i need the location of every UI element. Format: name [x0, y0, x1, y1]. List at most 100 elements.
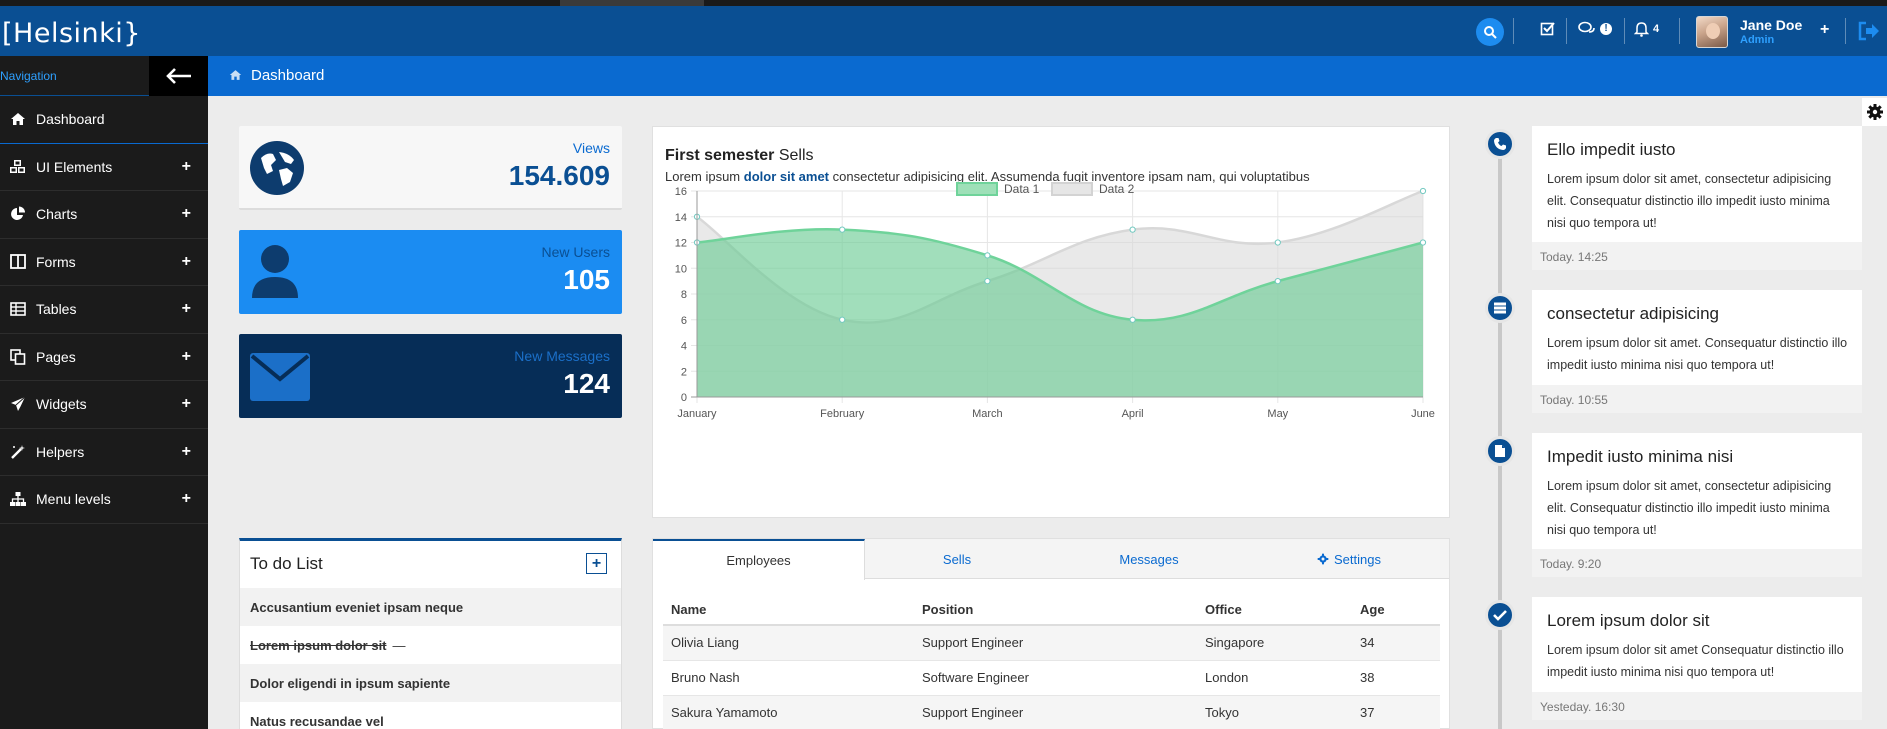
expand-icon[interactable]: +: [181, 157, 191, 175]
sidebar-item-label: Helpers: [36, 443, 85, 460]
search-icon[interactable]: [1476, 18, 1504, 46]
column-header[interactable]: Office: [1197, 595, 1352, 626]
timeline-card[interactable]: Lorem ipsum dolor sit Lorem ipsum dolor …: [1532, 597, 1862, 720]
y-tick-label: 4: [681, 341, 687, 353]
y-tick-label: 16: [675, 186, 687, 198]
user-name[interactable]: Jane Doe: [1740, 17, 1803, 33]
data-point: [1419, 239, 1427, 246]
sidebar-item-ui-elements[interactable]: UI Elements +: [0, 144, 208, 191]
envelope-icon: [250, 353, 310, 401]
expand-icon[interactable]: +: [181, 347, 191, 365]
sidebar-item-widgets[interactable]: Widgets +: [0, 381, 208, 429]
timeline-title: Lorem ipsum dolor sit: [1547, 611, 1710, 630]
breadcrumb-current: Dashboard: [251, 67, 325, 84]
sidebar-item-label: Charts: [36, 206, 78, 223]
timeline-card[interactable]: Ello impedit iusto Lorem ipsum dolor sit…: [1532, 126, 1862, 270]
x-tick-label: April: [1122, 408, 1144, 420]
phone-icon: [1485, 129, 1515, 159]
table-cell: Software Engineer: [914, 660, 1197, 696]
todo-item[interactable]: Accusantium eveniet ipsam neque: [240, 588, 621, 626]
sidebar-item-menu-levels[interactable]: Menu levels +: [0, 476, 208, 524]
sidebar-item-pages[interactable]: Pages +: [0, 334, 208, 381]
add-todo-button[interactable]: +: [586, 553, 607, 574]
sidebar: Navigation Dashboard UI Elements + Chart…: [0, 56, 208, 729]
todo-item-done[interactable]: Lorem ipsum dolor sit —: [250, 637, 406, 653]
employees-panel: Employees Sells Messages Settings Name P…: [652, 538, 1450, 729]
sidebar-item-dashboard[interactable]: Dashboard: [0, 96, 208, 144]
legend-swatch: [1051, 182, 1093, 196]
timeline-card[interactable]: consectetur adipisicing Lorem ipsum dolo…: [1532, 290, 1862, 413]
timeline-body: Lorem ipsum dolor sit amet, consectetur …: [1547, 172, 1832, 230]
legend-label: Data 2: [1099, 182, 1135, 196]
globe-icon: [250, 141, 304, 195]
todo-item[interactable]: Natus recusandae vel: [250, 713, 384, 729]
breadcrumb: Dashboard: [208, 56, 1887, 96]
sidebar-item-label: UI Elements: [36, 158, 113, 175]
tab-employees[interactable]: Employees: [653, 539, 865, 580]
tasks-icon[interactable]: [1540, 21, 1556, 37]
x-tick-label: February: [820, 408, 865, 420]
expand-icon[interactable]: +: [181, 395, 191, 412]
timeline-body: Lorem ipsum dolor sit amet. Consequatur …: [1547, 336, 1848, 372]
column-header[interactable]: Age: [1352, 595, 1440, 626]
sidebar-item-label: Menu levels: [36, 491, 111, 508]
table-cell: London: [1197, 660, 1352, 696]
y-tick-label: 6: [681, 315, 687, 327]
header-separator: [1566, 18, 1567, 44]
x-tick-label: January: [677, 408, 717, 420]
collapse-sidebar-button[interactable]: [149, 56, 208, 96]
server-icon: [1485, 293, 1515, 323]
expand-icon[interactable]: +: [181, 442, 191, 460]
user-menu-plus-icon[interactable]: +: [1820, 21, 1830, 38]
stat-card-views[interactable]: Views 154.609: [239, 126, 622, 210]
logout-icon[interactable]: [1858, 21, 1880, 41]
sells-chart-panel: First semester Sells Lorem ipsum dolor s…: [652, 126, 1450, 518]
sidebar-item-label: Tables: [36, 301, 77, 318]
magic-wand-icon: [8, 444, 28, 460]
timeline-card[interactable]: Impedit iusto minima nisi Lorem ipsum do…: [1532, 433, 1862, 577]
data-point: [1129, 316, 1136, 323]
header-separator: [1679, 18, 1680, 44]
todo-item[interactable]: Dolor eligendi in ipsum sapiente: [240, 664, 621, 702]
home-icon[interactable]: [229, 69, 242, 81]
column-header[interactable]: Position: [914, 595, 1197, 626]
sidebar-item-forms[interactable]: Forms +: [0, 239, 208, 286]
chart-subtitle: Lorem ipsum dolor sit amet consectetur a…: [665, 169, 1310, 184]
stat-label: Views: [572, 140, 610, 156]
expand-icon[interactable]: +: [181, 300, 191, 317]
sidebar-item-helpers[interactable]: Helpers +: [0, 429, 208, 476]
tab-settings[interactable]: Settings: [1249, 539, 1449, 579]
legend-label: Data 1: [1004, 182, 1040, 196]
expand-icon[interactable]: +: [181, 205, 191, 222]
expand-icon[interactable]: +: [181, 490, 191, 507]
y-tick-label: 12: [675, 238, 687, 250]
timeline-body: Lorem ipsum dolor sit amet Consequatur d…: [1547, 643, 1844, 679]
notifications-icon[interactable]: 4: [1634, 21, 1659, 37]
stat-card-new-users[interactable]: New Users 105: [239, 230, 622, 314]
tab-sells[interactable]: Sells: [942, 551, 972, 567]
timeline-time: Today. 14:25: [1532, 242, 1862, 270]
y-tick-label: 8: [681, 289, 687, 301]
settings-gear-icon[interactable]: [1862, 98, 1887, 126]
timeline-title: Impedit iusto minima nisi: [1547, 447, 1734, 466]
messages-icon[interactable]: !: [1578, 21, 1612, 36]
table-cell: Bruno Nash: [663, 660, 914, 696]
stat-card-new-messages[interactable]: New Messages 124: [239, 334, 622, 418]
table-row[interactable]: Bruno Nash Software Engineer London 38: [663, 660, 1440, 696]
table-header-row: Name Position Office Age: [663, 595, 1440, 626]
sidebar-item-charts[interactable]: Charts +: [0, 191, 208, 239]
sidebar-item-tables[interactable]: Tables +: [0, 286, 208, 334]
column-header[interactable]: Name: [663, 595, 914, 626]
tab-messages[interactable]: Messages: [1119, 551, 1179, 567]
logo[interactable]: [Helsinki}: [2, 18, 141, 49]
top-header: [Helsinki} ! 4 Jane Doe Admin +: [0, 6, 1887, 56]
table-cell: 38: [1352, 660, 1440, 696]
table-row[interactable]: Sakura Yamamoto Support Engineer Tokyo 3…: [663, 695, 1440, 729]
avatar[interactable]: [1696, 16, 1728, 48]
table-row[interactable]: Olivia Liang Support Engineer Singapore …: [663, 625, 1440, 661]
sidebar-item-label: Dashboard: [36, 111, 105, 128]
timeline-body: Lorem ipsum dolor sit amet, consectetur …: [1547, 479, 1832, 537]
expand-icon[interactable]: +: [181, 252, 191, 270]
table-cell: Support Engineer: [914, 695, 1197, 729]
notifications-count: 4: [1653, 23, 1660, 35]
